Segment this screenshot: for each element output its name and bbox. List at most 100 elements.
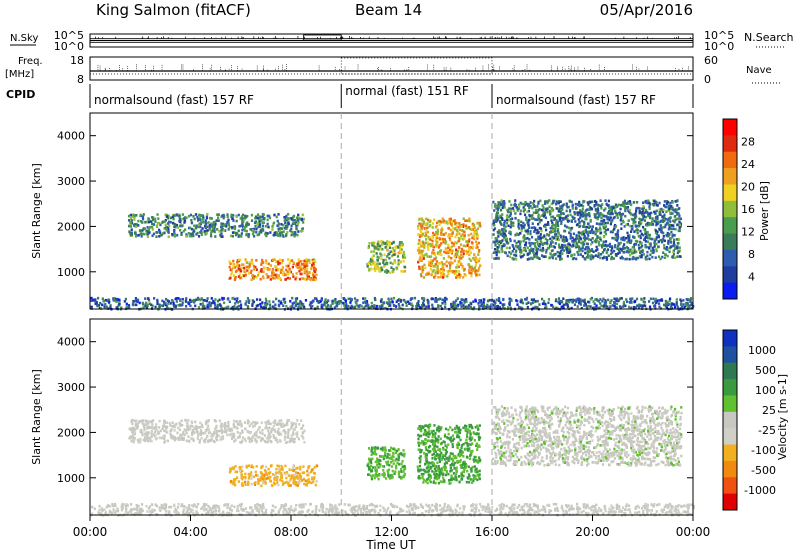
echo-cell — [597, 203, 600, 207]
echo-cell — [199, 230, 202, 234]
echo-cell — [605, 306, 608, 310]
echo-cell — [207, 305, 210, 309]
echo-cell — [237, 235, 240, 238]
echo-cell — [544, 306, 547, 310]
echo-cell — [515, 257, 518, 261]
echo-cell — [118, 302, 121, 306]
echo-cell — [431, 251, 434, 254]
echo-cell — [553, 228, 557, 231]
echo-cell — [305, 278, 308, 281]
echo-cell — [621, 219, 625, 223]
echo-cell — [671, 235, 674, 239]
echo-cell — [442, 219, 445, 223]
echo-cell — [220, 232, 223, 235]
echo-cell — [245, 232, 248, 236]
echo-cell — [304, 265, 307, 268]
echo-cell — [201, 431, 204, 435]
echo-cell — [540, 208, 544, 212]
echo-cell — [390, 242, 394, 245]
echo-cell — [519, 231, 522, 235]
echo-cell — [424, 266, 427, 270]
echo-cell — [459, 300, 462, 304]
echo-cell — [181, 423, 184, 427]
echo-cell — [505, 237, 509, 241]
echo-cell — [462, 249, 465, 253]
echo-cell — [222, 216, 225, 220]
echo-cell — [676, 211, 679, 215]
echo-cell — [659, 307, 663, 310]
echo-cell — [408, 302, 411, 305]
echo-cell — [633, 216, 637, 219]
echo-cell — [498, 250, 501, 254]
station-title: King Salmon (fitACF) — [96, 1, 251, 19]
echo-cell — [642, 238, 646, 242]
echo-cell — [501, 206, 504, 210]
echo-cell — [667, 209, 670, 213]
echo-cell — [403, 256, 407, 259]
echo-cell — [441, 301, 444, 305]
echo-cell — [131, 215, 134, 218]
echo-cell — [621, 238, 624, 242]
echo-cell — [576, 297, 579, 301]
echo-cell — [380, 267, 383, 270]
echo-cell — [312, 264, 315, 267]
echo-cell — [244, 226, 247, 229]
echo-cell — [495, 220, 498, 223]
echo-cell — [592, 255, 595, 259]
echo-cell — [259, 439, 263, 442]
echo-cell — [590, 253, 593, 257]
echo-cell — [664, 225, 667, 229]
echo-cell — [537, 235, 540, 239]
echo-cell — [172, 217, 175, 221]
echo-cell — [522, 253, 526, 257]
echo-cell — [263, 216, 266, 220]
echo-cell — [141, 215, 145, 219]
echo-cell — [148, 225, 152, 229]
echo-cell — [376, 263, 379, 266]
echo-cell — [374, 245, 377, 249]
echo-cell — [399, 248, 402, 252]
echo-cell — [628, 224, 631, 228]
echo-cell — [245, 229, 248, 233]
echo-cell — [439, 253, 442, 256]
echo-cell — [189, 298, 192, 302]
echo-cell — [381, 243, 384, 246]
echo-cell — [478, 249, 481, 252]
echo-cell — [439, 271, 442, 275]
echo-cell — [516, 209, 519, 212]
echo-cell — [169, 433, 172, 436]
echo-cell — [507, 224, 510, 228]
echo-cell — [192, 439, 195, 443]
echo-cell — [251, 232, 255, 236]
echo-cell — [601, 256, 604, 260]
echo-cell — [238, 435, 241, 438]
echo-cell — [384, 258, 387, 262]
echo-cell — [424, 253, 427, 257]
echo-cell — [434, 271, 437, 275]
echo-cell — [235, 232, 238, 236]
echo-cell — [435, 260, 438, 263]
echo-cell — [602, 304, 606, 308]
echo-cell — [277, 274, 280, 277]
echo-cell — [435, 243, 438, 247]
echo-cell — [196, 296, 200, 300]
echo-cell — [449, 248, 452, 251]
echo-cell — [167, 302, 170, 306]
echo-cell — [467, 269, 471, 272]
echo-cell — [622, 303, 625, 306]
echo-cell — [291, 273, 295, 276]
echo-cell — [650, 220, 654, 223]
echo-cell — [624, 202, 627, 205]
echo-cell — [470, 241, 473, 244]
echo-cell — [522, 239, 525, 243]
echo-cell — [555, 238, 558, 241]
echo-cell — [396, 299, 400, 302]
echo-cell — [250, 422, 253, 426]
echo-cell — [239, 432, 242, 435]
echo-cell — [420, 227, 423, 231]
echo-cell — [220, 226, 224, 230]
echo-cell — [187, 232, 190, 235]
echo-cell — [553, 236, 556, 240]
echo-cell — [610, 245, 614, 248]
echo-cell — [587, 203, 590, 206]
